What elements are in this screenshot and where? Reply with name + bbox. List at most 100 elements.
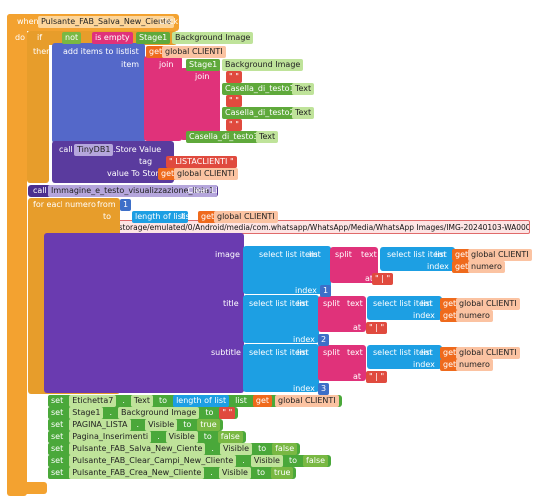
variable-field: numero: [62, 199, 99, 211]
text-block: join: [192, 71, 213, 83]
component-field: TinyDB1: [74, 144, 114, 156]
block-label: subtitle: [211, 348, 241, 357]
logic-block: false: [217, 431, 243, 443]
get-block: get: [440, 298, 460, 310]
text-literal: " LISTACLIENTI ": [166, 156, 237, 168]
property-field: Background Image: [172, 32, 254, 44]
component-block: Stage1: [136, 32, 171, 44]
block-label: select list item: [249, 348, 308, 357]
text-literal: " | ": [372, 273, 394, 285]
block-label: at: [365, 274, 374, 283]
property-field: Text: [130, 395, 154, 407]
block-label: to: [183, 420, 192, 429]
block-label: index: [413, 311, 435, 320]
block-label: list: [421, 348, 433, 357]
component-field: Pulsante_FAB_Salva_New_Ciente: [38, 16, 175, 28]
block-label: .: [136, 420, 140, 429]
select-block: [243, 344, 319, 392]
property-field: Pulsante_FAB_Crea_New_Cliente: [69, 467, 205, 479]
block-label: call: [59, 145, 73, 154]
text-literal: " ": [219, 407, 236, 419]
block-label: to: [159, 396, 168, 405]
property-field: Stage1: [69, 407, 104, 419]
block-label: list: [181, 212, 193, 221]
logic-block: true: [197, 419, 220, 431]
block-label: Click: [159, 17, 179, 26]
block-label: to: [203, 432, 212, 441]
property-field: Pulsante_FAB_Salva_New_Ciente: [69, 443, 206, 455]
get-block: get: [440, 359, 460, 371]
text-literal: " | ": [366, 322, 388, 334]
text-literal: " ": [226, 119, 242, 131]
set-block: set: [48, 431, 67, 443]
block-label: select list item: [373, 348, 432, 357]
get-block: get: [198, 211, 218, 223]
get-block: get: [452, 261, 472, 273]
block-label: item: [121, 60, 140, 69]
property-field: Visible: [250, 455, 283, 467]
block-label: value To Store: [107, 169, 164, 178]
number-block: 3: [318, 383, 330, 395]
event-foot: [7, 482, 47, 494]
property-field: Etichetta7: [69, 395, 117, 407]
block-label: select list item: [387, 250, 446, 259]
block-label: to: [258, 444, 267, 453]
text-block: split: [320, 298, 343, 310]
set-block: set: [48, 467, 67, 479]
variable-field: global CLIENTI: [214, 211, 278, 223]
block-label: at: [353, 323, 362, 332]
block-label: list: [309, 250, 321, 259]
block-label: .: [122, 396, 125, 405]
variable-field: global CLIENTI: [275, 395, 339, 407]
set-block: set: [48, 419, 67, 431]
component-block: Casella_di_testo3: [186, 131, 262, 143]
select-inner-block: [367, 296, 442, 320]
set-row: set Stage1. Background Image to " ": [48, 407, 239, 419]
block-label: select list item: [259, 250, 318, 259]
text-block: join: [156, 59, 177, 71]
block-label: list: [235, 396, 247, 405]
set-row: set Pulsante_FAB_Salva_New_Ciente. Visible…: [48, 443, 301, 455]
select-block: [243, 246, 331, 294]
property-field: Visible: [165, 431, 198, 443]
block-label: .Store Value: [113, 145, 162, 154]
set-row: set PAGINA_LISTA. Visible to true: [48, 419, 223, 431]
component-field: Immagine_e_testo_visualizzazione_lista1: [48, 185, 218, 197]
property-field: Pagina_Inserimenti: [69, 431, 152, 443]
property-field: Visible: [218, 467, 251, 479]
variable-field: numero: [468, 261, 505, 273]
block-label: when: [17, 17, 39, 26]
variable-field: global CLIENTI: [174, 168, 238, 180]
block-label: select list item: [373, 299, 432, 308]
block-label: list: [435, 250, 447, 259]
block-label: select list item: [249, 299, 308, 308]
block-label: tag: [139, 157, 153, 166]
get-block: get: [146, 46, 166, 58]
if-spine: [27, 31, 49, 183]
set-block: set: [48, 455, 67, 467]
block-label: index: [293, 335, 315, 344]
variable-field: numero: [456, 359, 493, 371]
block-label: text: [347, 299, 363, 308]
property-field: Text: [256, 131, 279, 143]
property-field: Text: [292, 107, 315, 119]
variable-field: global CLIENTI: [162, 46, 226, 58]
block-label: if: [37, 33, 43, 42]
text-block: split: [320, 347, 343, 359]
get-block: get: [452, 249, 472, 261]
block-label: text: [361, 250, 377, 259]
property-field: PAGINA_LISTA: [69, 419, 131, 431]
variable-field: global CLIENTI: [468, 249, 532, 261]
logic-block: true: [271, 467, 294, 479]
text-literal: " | ": [366, 371, 388, 383]
text-block: split: [332, 249, 355, 261]
block-label: list: [127, 47, 139, 56]
block-label: .Clear List: [185, 186, 225, 195]
number-block: 1: [320, 285, 332, 297]
logic-block: false: [272, 443, 298, 455]
block-label: .: [242, 456, 245, 465]
block-label: text: [347, 348, 363, 357]
block-label: do: [15, 33, 25, 42]
block-label: title: [223, 299, 239, 308]
